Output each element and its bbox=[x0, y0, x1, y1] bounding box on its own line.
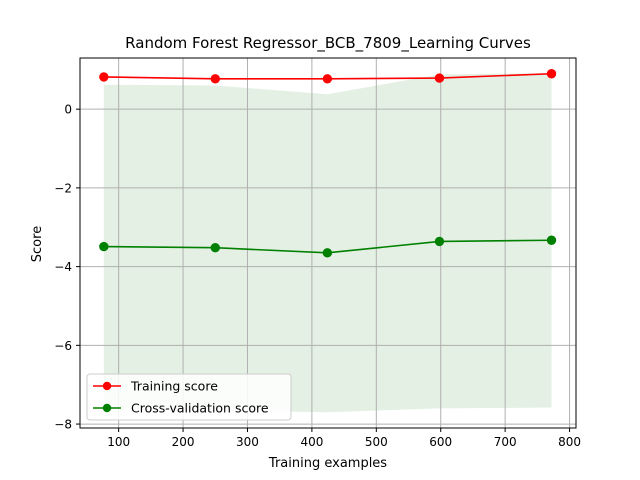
y-tick-label: −8 bbox=[54, 418, 72, 432]
legend: Training score Cross-validation score bbox=[86, 373, 292, 421]
x-tick-label: 700 bbox=[494, 435, 517, 449]
y-tick-label: −6 bbox=[54, 339, 72, 353]
data-point bbox=[546, 235, 557, 245]
plot-area: 100 200 300 400 500 600 700 800 0 −2 −4 −6 −8 bbox=[54, 57, 581, 449]
data-point bbox=[434, 73, 445, 83]
x-tick-label: 800 bbox=[558, 435, 581, 449]
x-tick-label: 100 bbox=[107, 435, 130, 449]
x-tick-label: 400 bbox=[300, 435, 323, 449]
legend-box bbox=[86, 373, 292, 421]
x-tick-label: 500 bbox=[365, 435, 388, 449]
data-point bbox=[210, 243, 220, 253]
x-axis-label: Training examples bbox=[268, 456, 387, 471]
confidence-band-1 bbox=[103, 72, 552, 413]
x-tick-label: 600 bbox=[429, 435, 452, 449]
axes-frame bbox=[79, 57, 577, 429]
x-tick-label: 300 bbox=[236, 435, 259, 449]
chart-title: Random Forest Regressor_BCB_7809_Learnin… bbox=[125, 34, 531, 53]
legend-marker-0 bbox=[102, 381, 112, 391]
y-tick-label: −4 bbox=[54, 260, 72, 274]
data-point bbox=[99, 241, 109, 252]
legend-label-0: Training score bbox=[130, 379, 218, 394]
y-tick-label: −2 bbox=[54, 181, 72, 195]
y-axis-label: Score bbox=[30, 226, 45, 262]
data-point bbox=[99, 72, 109, 82]
data-point bbox=[322, 74, 333, 84]
data-point bbox=[434, 236, 445, 247]
y-tick-label: 0 bbox=[64, 103, 72, 117]
data-point bbox=[546, 69, 557, 79]
data-point bbox=[322, 248, 333, 258]
legend-label-1: Cross-validation score bbox=[131, 401, 269, 416]
legend-marker-1 bbox=[102, 403, 112, 413]
x-tick-label: 200 bbox=[172, 435, 195, 449]
data-point bbox=[210, 74, 220, 84]
